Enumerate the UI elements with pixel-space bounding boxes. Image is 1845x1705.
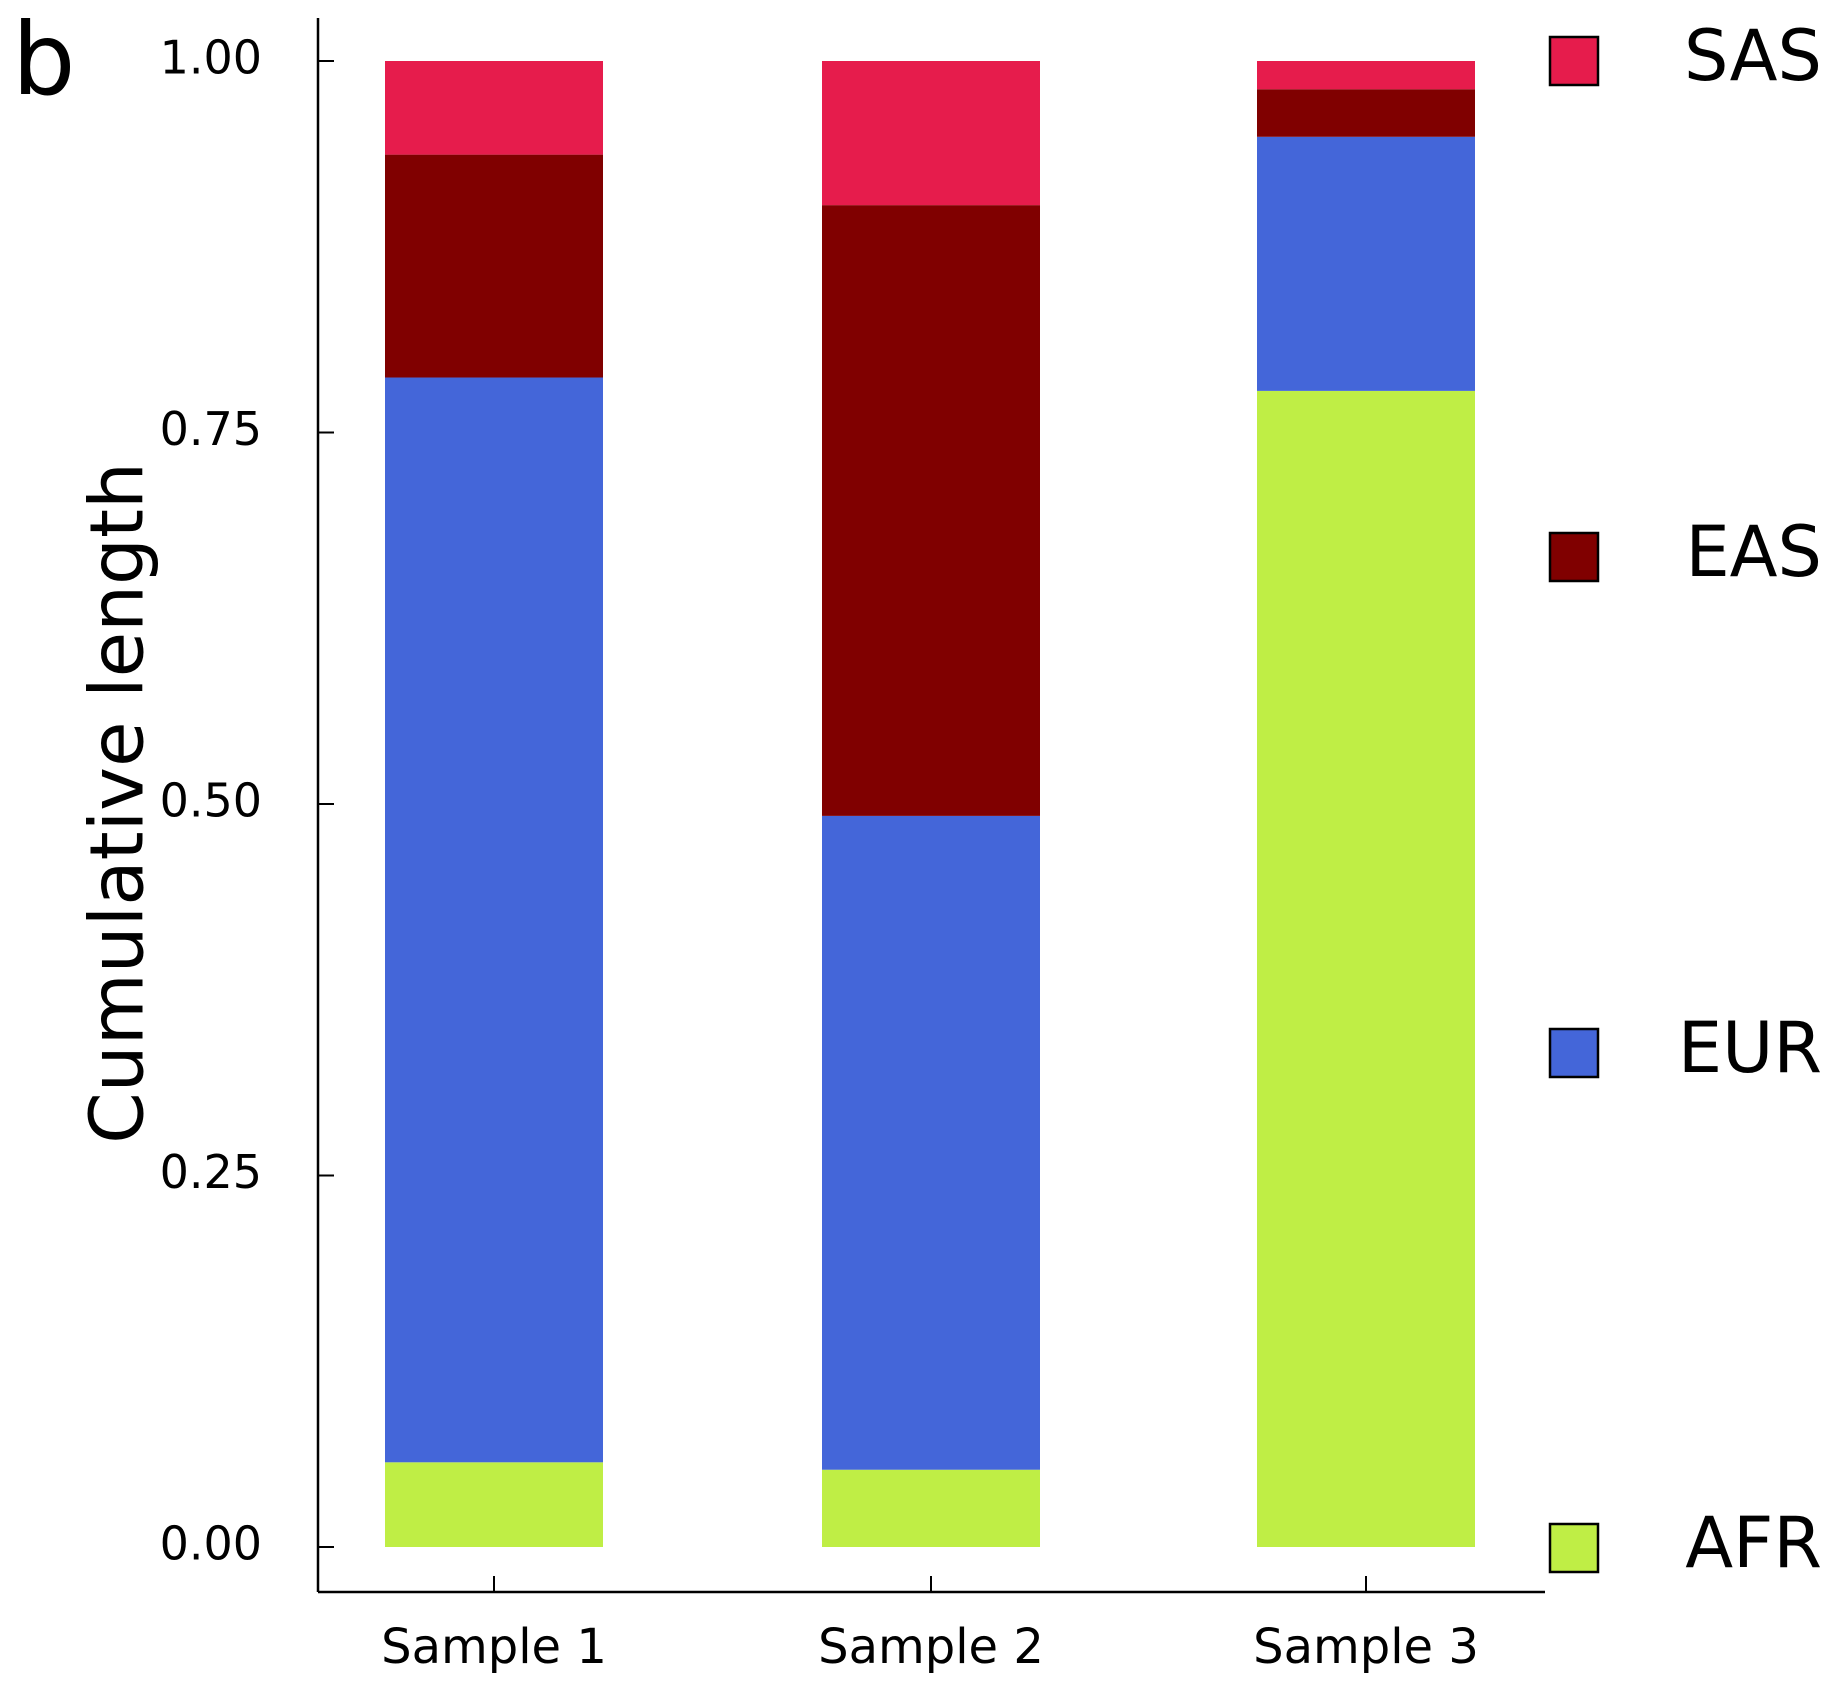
bar-eas-3	[1257, 89, 1475, 137]
legend-swatch-afr	[1548, 1522, 1600, 1574]
bar-sas-2	[822, 61, 1040, 206]
bar-eur-1	[385, 377, 603, 1463]
y-tick-label: 0.25	[160, 1145, 262, 1199]
legend-swatch-eas	[1548, 531, 1600, 583]
axes-group: 0.00 0.25 0.50 0.75 1.00 Sample 1 Sample 2 Samp…	[75, 18, 1545, 1675]
legend-label-eur: EUR	[1678, 1007, 1822, 1089]
y-tick-label: 0.75	[160, 402, 262, 456]
legend-label-eas: EAS	[1685, 511, 1822, 593]
bar-sas-1	[385, 61, 603, 155]
bar-eur-3	[1257, 136, 1475, 391]
legend-group: SAS EAS EUR AFR	[1548, 15, 1822, 1584]
panel-label: b	[12, 1, 76, 118]
legend-label-afr: AFR	[1685, 1502, 1822, 1584]
legend-swatch-sas	[1548, 35, 1600, 87]
x-tick-label: Sample 3	[1253, 1619, 1479, 1675]
bar-eur-2	[822, 815, 1040, 1470]
x-tick-label: Sample 2	[818, 1619, 1044, 1675]
bars-group	[385, 61, 1475, 1548]
bar-eas-1	[385, 154, 603, 378]
x-tick-label: Sample 1	[381, 1619, 607, 1675]
legend-label-sas: SAS	[1684, 15, 1822, 97]
bar-afr-3	[1257, 390, 1475, 1548]
legend-swatch-eur	[1548, 1027, 1600, 1079]
y-tick-label: 1.00	[160, 31, 262, 85]
bar-eas-2	[822, 205, 1040, 816]
bar-afr-1	[385, 1462, 603, 1547]
y-axis-label: Cumulative length	[75, 462, 161, 1144]
bar-sas-3	[1257, 61, 1475, 90]
y-tick-label: 0.00	[160, 1517, 262, 1571]
bar-afr-2	[822, 1469, 1040, 1547]
y-tick-label: 0.50	[160, 774, 262, 828]
